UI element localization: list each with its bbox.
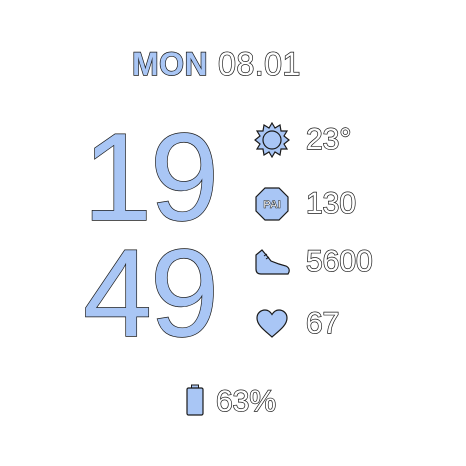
day-of-week: MON xyxy=(131,45,209,82)
steps-value: 5600 xyxy=(305,245,373,278)
time-hour: 19 xyxy=(82,109,219,247)
pai-stat[interactable]: PAI 130 xyxy=(252,182,357,226)
battery-icon xyxy=(186,384,204,421)
time-minute: 49 xyxy=(82,225,219,363)
shoe-icon xyxy=(252,242,292,282)
battery-value: 63% xyxy=(215,384,277,418)
heart-rate-value: 67 xyxy=(305,307,340,340)
date-row: MON 08.01 xyxy=(131,44,301,84)
pai-badge-icon: PAI xyxy=(252,184,292,224)
pai-value: 130 xyxy=(305,187,357,220)
temperature-value: 23° xyxy=(305,123,352,156)
heart-icon xyxy=(252,304,292,344)
sun-icon xyxy=(252,120,292,160)
pai-label: PAI xyxy=(263,199,281,211)
steps-stat[interactable]: 5600 xyxy=(252,240,373,284)
date-value: 08.01 xyxy=(217,45,301,82)
heart-rate-stat[interactable]: 67 xyxy=(252,302,340,346)
weather-stat[interactable]: 23° xyxy=(252,118,352,162)
battery-status[interactable]: 63% xyxy=(186,380,277,424)
